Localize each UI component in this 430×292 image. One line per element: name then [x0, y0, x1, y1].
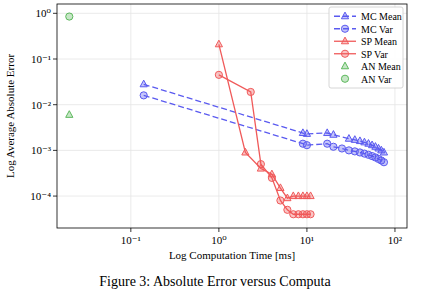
- legend-marker: [341, 75, 348, 82]
- data-point: [307, 192, 314, 199]
- series: [215, 40, 314, 201]
- x-tick-label: 10⁰: [211, 234, 227, 246]
- y-tick-label: 10⁻³: [31, 144, 52, 156]
- data-point: [345, 135, 352, 142]
- data-point: [330, 131, 337, 138]
- legend-marker: [341, 50, 348, 57]
- data-point: [277, 197, 284, 204]
- series-line: [219, 44, 311, 198]
- x-tick: [306, 228, 307, 232]
- data-point: [247, 88, 254, 95]
- plot-frame: [57, 4, 407, 228]
- y-axis-label: Log Average Absolute Error: [4, 54, 16, 178]
- data-point: [303, 130, 310, 137]
- chart-svg: 10⁻¹ 10⁰ 10¹ 10² 10⁻⁴ 10⁻³ 10⁻² 10⁻¹ 10⁰ Log Comp…: [0, 0, 430, 292]
- y-tick-label: 10⁻²: [31, 99, 52, 111]
- y-tick-label: 10⁻⁴: [30, 190, 51, 202]
- data-point: [140, 92, 147, 99]
- chart-container: 10⁻¹ 10⁰ 10¹ 10² 10⁻⁴ 10⁻³ 10⁻² 10⁻¹ 10⁰ Log Comp…: [0, 0, 430, 292]
- data-point: [257, 161, 264, 168]
- data-point: [140, 80, 147, 87]
- data-point: [66, 111, 73, 118]
- data-point: [338, 145, 345, 152]
- x-tick: [218, 228, 219, 232]
- data-point: [303, 142, 310, 149]
- y-tick: [53, 196, 57, 197]
- x-tick-label: 10²: [388, 234, 403, 246]
- y-tick: [53, 59, 57, 60]
- series: [215, 71, 314, 218]
- grid-line-x: [130, 4, 131, 228]
- data-point: [380, 159, 387, 166]
- y-tick-label: 10⁰: [36, 7, 52, 19]
- x-axis-label: Log Computation Time [ms]: [169, 249, 295, 261]
- grid-line-x: [218, 4, 219, 228]
- series: [140, 92, 387, 166]
- grid-line-y: [57, 196, 407, 197]
- ticks: 10⁻¹ 10⁰ 10¹ 10² 10⁻⁴ 10⁻³ 10⁻² 10⁻¹ 10⁰: [30, 7, 402, 246]
- legend-label: SP Mean: [361, 36, 397, 47]
- series-line: [219, 75, 311, 214]
- legend-label: MC Mean: [361, 11, 402, 22]
- data-point: [66, 13, 73, 20]
- data-point: [307, 211, 314, 218]
- series-line: [144, 84, 384, 152]
- legend-label: MC Var: [361, 24, 393, 35]
- x-tick: [130, 228, 131, 232]
- grid: [57, 4, 407, 228]
- x-tick-label: 10¹: [300, 234, 314, 246]
- y-tick: [53, 150, 57, 151]
- data-point: [215, 71, 222, 78]
- y-tick-label: 10⁻¹: [31, 53, 51, 65]
- x-tick: [394, 228, 395, 232]
- data-point: [330, 143, 337, 150]
- legend-marker: [341, 37, 348, 44]
- x-tick-label: 10⁻¹: [121, 234, 141, 246]
- y-tick: [53, 13, 57, 14]
- data-point: [277, 184, 284, 191]
- legend-label: AN Var: [361, 74, 392, 85]
- data-point: [324, 129, 331, 136]
- legend-label: SP Var: [361, 49, 389, 60]
- series: [66, 13, 73, 20]
- data-point: [242, 148, 249, 155]
- series: [140, 80, 387, 155]
- data-point: [215, 40, 222, 47]
- series: [66, 111, 73, 118]
- y-tick: [53, 104, 57, 105]
- background: [0, 0, 430, 292]
- legend-marker: [341, 12, 348, 19]
- legend-box: [329, 7, 403, 88]
- legend-label: AN Mean: [361, 61, 401, 72]
- data-point: [380, 148, 387, 155]
- caption: Figure 3: Absolute Error versus Computa: [99, 274, 331, 289]
- data-point: [268, 174, 275, 181]
- legend: MC Mean MC VarSP Mean SP VarAN Mean AN Var: [329, 7, 403, 88]
- legend-marker: [341, 62, 348, 69]
- series-line: [144, 95, 384, 162]
- grid-line-y: [57, 104, 407, 105]
- legend-marker: [341, 25, 348, 32]
